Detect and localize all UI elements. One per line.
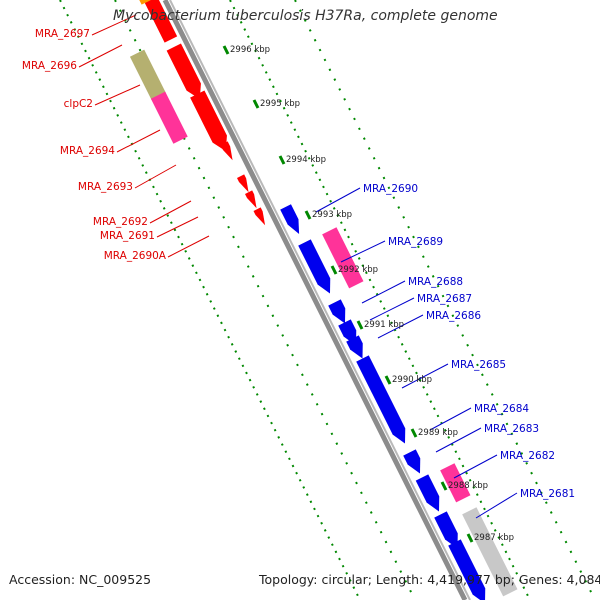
label-leader-lines (78, 14, 518, 519)
major-tick (440, 481, 448, 491)
major-tick (278, 155, 286, 165)
gene-mra-2686 (346, 335, 363, 359)
gene-pink-2682 (440, 463, 471, 503)
leader-left (116, 129, 161, 153)
gene-mra-2688 (328, 299, 346, 324)
topology-summary: Topology: circular; Length: 4,419,977 bp… (259, 572, 600, 587)
right-ruler (294, 0, 596, 600)
gene-label-left: MRA_2693 (78, 181, 133, 193)
gene-mra-2696 (166, 43, 201, 100)
kbp-label: 2994 kbp (286, 155, 326, 165)
genome-backbone (162, 0, 471, 600)
gene-mra-2684 (403, 449, 421, 474)
gene-features (129, 0, 518, 600)
gene-label-right: MRA_2688 (408, 276, 463, 288)
leader-left (91, 14, 137, 36)
gene-pink-left (150, 91, 188, 144)
kbp-label: 2988 kbp (448, 481, 488, 491)
major-tick (356, 320, 364, 330)
gene-label-left: MRA_2694 (60, 145, 115, 157)
gene-mra-2694 (190, 90, 227, 152)
major-tick (466, 533, 474, 543)
major-tick (252, 99, 260, 109)
gene-mra-2681 (434, 511, 458, 549)
backbone-line (162, 0, 468, 600)
gene-pink-right (322, 227, 364, 289)
gene-label-left: MRA_2692 (93, 216, 148, 228)
major-tick (384, 375, 392, 385)
major-tick (330, 265, 338, 275)
gene-mra-2685 (356, 355, 406, 444)
leader-right (435, 427, 482, 453)
gene-mra-2690a (253, 207, 266, 226)
leader-left (94, 84, 141, 106)
leader-left (167, 235, 210, 258)
leader-left (78, 44, 123, 68)
genome-title: Mycobacterium tuberculosis H37Ra, comple… (113, 8, 498, 24)
accession-text: Accession: NC_009525 (9, 572, 152, 587)
gene-label-right: MRA_2685 (451, 359, 506, 371)
leader-right (369, 297, 415, 321)
leader-right (377, 314, 424, 339)
gene-grey-right (462, 507, 518, 597)
backbone-highlight (169, 0, 471, 600)
gene-mra-2692 (237, 174, 249, 193)
leader-right (401, 363, 449, 389)
gene-label-right: MRA_2681 (520, 488, 575, 500)
gene-label-right: MRA_2682 (500, 450, 555, 462)
leader-left (134, 164, 177, 189)
gene-labels: 2996 kbp 2995 kbp 2994 kbp 2993 kbp 2992 kbp… (22, 28, 575, 543)
kbp-label: 2995 kbp (260, 99, 300, 109)
leader-left (149, 200, 192, 224)
gene-mra-2683 (415, 474, 440, 512)
major-tick (222, 45, 230, 55)
gene-mra-2689 (298, 239, 331, 294)
kbp-label: 2989 kbp (418, 428, 458, 438)
gene-mra-2697 (144, 0, 178, 43)
leader-right (429, 407, 472, 431)
leader-right (340, 240, 386, 263)
gene-label-right: MRA_2689 (388, 236, 443, 248)
leader-right (453, 454, 498, 479)
gene-label-left: clpC2 (64, 98, 93, 110)
gene-clpc2 (129, 49, 166, 100)
kbp-label: 2993 kbp (312, 210, 352, 220)
leader-right (361, 280, 406, 304)
leader-right (315, 187, 361, 213)
leader-right (475, 492, 518, 519)
kbp-label: 2987 kbp (474, 533, 514, 543)
leader-left (156, 216, 199, 238)
kbp-label: 2992 kbp (338, 265, 378, 275)
gene-label-left: MRA_2697 (35, 28, 90, 40)
gene-label-left: MRA_2696 (22, 60, 77, 72)
kbp-label: 2996 kbp (230, 45, 270, 55)
gene-label-left: MRA_2690A (104, 250, 167, 262)
gene-mra-2693 (220, 141, 233, 161)
gene-mra-2691 (245, 190, 257, 209)
gene-label-right: MRA_2683 (484, 423, 539, 435)
gene-mra-2690 (280, 204, 300, 234)
gene-mra-2680 (448, 539, 486, 600)
right-outer-ruler (229, 0, 531, 600)
gene-mra-2697-orange (139, 0, 151, 5)
gene-label-right: MRA_2684 (474, 403, 529, 415)
gene-label-right: MRA_2686 (426, 310, 481, 322)
gene-label-right: MRA_2690 (363, 183, 418, 195)
major-tick (304, 210, 312, 220)
major-tick (410, 428, 418, 438)
gene-label-right: MRA_2687 (417, 293, 472, 305)
kbp-label: 2991 kbp (364, 320, 404, 330)
gene-label-left: MRA_2691 (100, 230, 155, 242)
kbp-label: 2990 kbp (392, 375, 432, 385)
tick-marks (59, 0, 596, 600)
